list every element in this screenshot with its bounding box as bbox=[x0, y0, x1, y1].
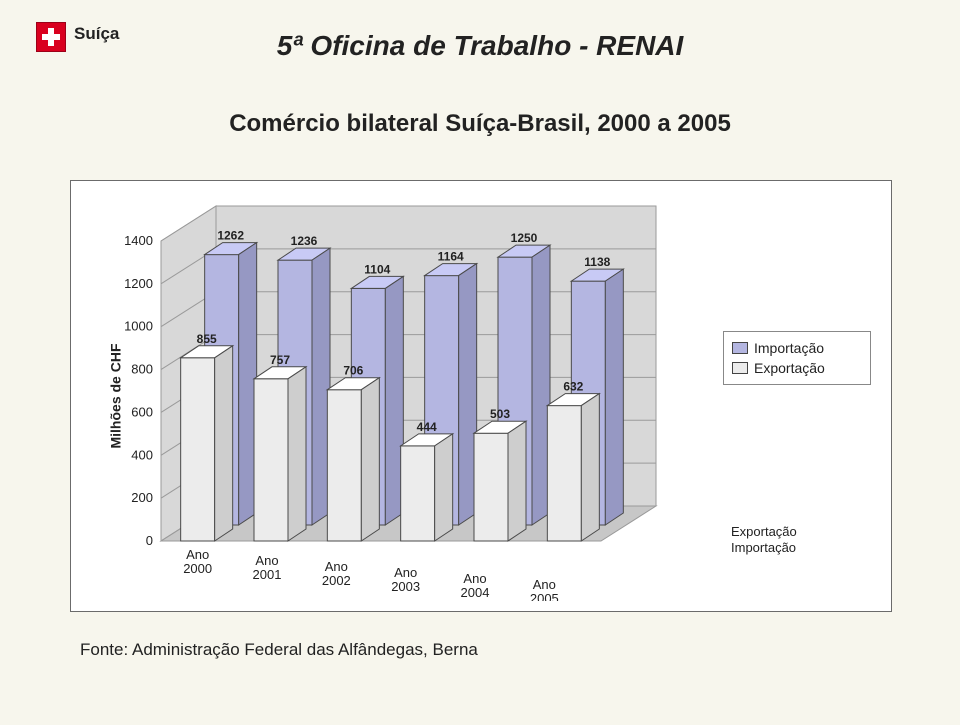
svg-text:1236: 1236 bbox=[291, 234, 318, 248]
svg-text:Ano: Ano bbox=[325, 559, 348, 574]
svg-text:1104: 1104 bbox=[364, 262, 390, 276]
source-note: Fonte: Administração Federal das Alfânde… bbox=[80, 640, 478, 660]
svg-text:757: 757 bbox=[270, 353, 290, 367]
svg-text:2002: 2002 bbox=[322, 573, 351, 588]
svg-text:2004: 2004 bbox=[461, 585, 490, 600]
svg-text:855: 855 bbox=[197, 332, 217, 346]
legend-label: Exportação bbox=[754, 360, 825, 376]
svg-text:1262: 1262 bbox=[217, 229, 244, 243]
svg-text:Ano: Ano bbox=[394, 565, 417, 580]
svg-text:2001: 2001 bbox=[253, 567, 282, 582]
svg-text:Ano: Ano bbox=[186, 547, 209, 562]
svg-text:1164: 1164 bbox=[438, 250, 464, 264]
svg-text:706: 706 bbox=[343, 364, 363, 378]
page-subtitle: Comércio bilateral Suíça-Brasil, 2000 a … bbox=[0, 110, 960, 138]
legend: Importação Exportação bbox=[723, 331, 871, 385]
svg-text:632: 632 bbox=[563, 380, 583, 394]
page-title: 5ª Oficina de Trabalho - RENAI bbox=[0, 30, 960, 62]
svg-text:200: 200 bbox=[131, 490, 153, 505]
svg-text:Ano: Ano bbox=[463, 571, 486, 586]
svg-text:1200: 1200 bbox=[124, 276, 153, 291]
z-label-import: Importação bbox=[731, 540, 881, 556]
svg-text:0: 0 bbox=[146, 533, 153, 548]
svg-text:1250: 1250 bbox=[511, 231, 538, 245]
svg-text:600: 600 bbox=[131, 404, 153, 419]
slide: Suíça 5ª Oficina de Trabalho - RENAI Com… bbox=[0, 0, 960, 725]
svg-text:503: 503 bbox=[490, 407, 510, 421]
svg-text:Ano: Ano bbox=[255, 553, 278, 568]
svg-text:1138: 1138 bbox=[584, 255, 610, 269]
svg-text:Ano: Ano bbox=[533, 577, 556, 592]
legend-label: Importação bbox=[754, 340, 824, 356]
svg-text:1000: 1000 bbox=[124, 319, 153, 334]
svg-text:1400: 1400 bbox=[124, 233, 153, 248]
legend-item: Importação bbox=[732, 338, 862, 358]
svg-text:2003: 2003 bbox=[391, 579, 420, 594]
svg-text:800: 800 bbox=[131, 362, 153, 377]
svg-text:444: 444 bbox=[417, 420, 437, 434]
legend-item: Exportação bbox=[732, 358, 862, 378]
bar-chart: 0 200 400 600 800 1000 1200 1400 1262 1236 1104 116… bbox=[91, 191, 711, 601]
z-label-export: Exportação bbox=[731, 524, 881, 540]
svg-text:400: 400 bbox=[131, 447, 153, 462]
svg-text:2005: 2005 bbox=[530, 591, 559, 601]
legend-swatch-icon bbox=[732, 362, 748, 374]
svg-text:2000: 2000 bbox=[183, 561, 212, 576]
chart-container: Milhões de CHF 0200400600800100012001400… bbox=[70, 180, 892, 612]
z-axis-labels: Exportação Importação bbox=[731, 524, 881, 557]
legend-swatch-icon bbox=[732, 342, 748, 354]
